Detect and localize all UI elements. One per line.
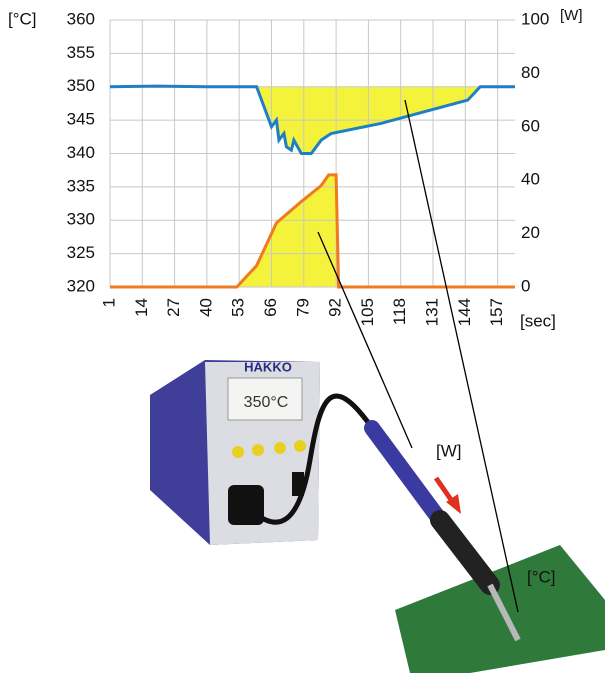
button [252,444,264,456]
x-tick-label: 1 [99,298,118,307]
iron-tip [487,583,521,642]
y2-tick-label: 60 [521,116,540,135]
x-axis-label: [sec] [520,311,556,330]
y-tick-label: 350 [67,76,95,95]
x-tick-label: 79 [293,298,312,317]
pointer [317,231,413,449]
y-tick-label: 335 [67,176,95,195]
area-fill [110,174,515,287]
x-tick-label: 157 [487,298,506,326]
direction-arrow-head [446,494,461,514]
y-tick-label: 345 [67,110,95,129]
iron-grip [430,510,500,595]
x-tick-label: 105 [358,298,377,326]
display-text: 350°C [244,394,289,411]
y-tick-label: 360 [67,9,95,28]
chart: 320 325 330 335 340 345 350 355 360 0 20 40 60 80 100 1… [8,7,583,331]
station-display [227,377,303,421]
y2-tick-label: 20 [521,223,540,242]
button [294,440,306,452]
pointer [404,99,519,613]
button [232,446,244,458]
annotation: [W] [436,441,462,460]
y2-tick-label: 100 [521,9,549,28]
y-tick-label: 340 [67,143,95,162]
iron-handle [364,420,448,528]
x-tick-label: 53 [229,298,248,317]
y2-tick-label: 80 [521,63,540,82]
y-tick-label: 320 [67,276,95,295]
cable [244,393,373,525]
y2-axis-label: [W] [560,7,583,24]
series-line [110,173,515,289]
y-axis-label: [°C] [8,9,37,28]
x-tick-label: 92 [326,298,345,317]
y2-tick-label: 0 [521,276,530,295]
annotation: [°C] [527,567,556,586]
series-line [109,84,515,155]
x-tick-label: 144 [455,298,474,326]
x-tick-label: 27 [164,298,183,317]
x-tick-label: 131 [422,298,441,326]
x-tick-label: 66 [261,298,280,317]
x-tick-label: 40 [196,298,215,317]
y2-tick-label: 40 [521,170,540,189]
x-tick-label: 14 [132,298,151,317]
brand: HAKKO [244,359,292,374]
y-tick-label: 330 [67,210,95,229]
y-tick-label: 325 [67,243,95,262]
x-tick-label: 118 [390,298,409,325]
y-tick-label: 355 [67,43,95,62]
photo: HAKKO 350°C [W] [°C] [150,99,605,673]
button [274,442,286,454]
